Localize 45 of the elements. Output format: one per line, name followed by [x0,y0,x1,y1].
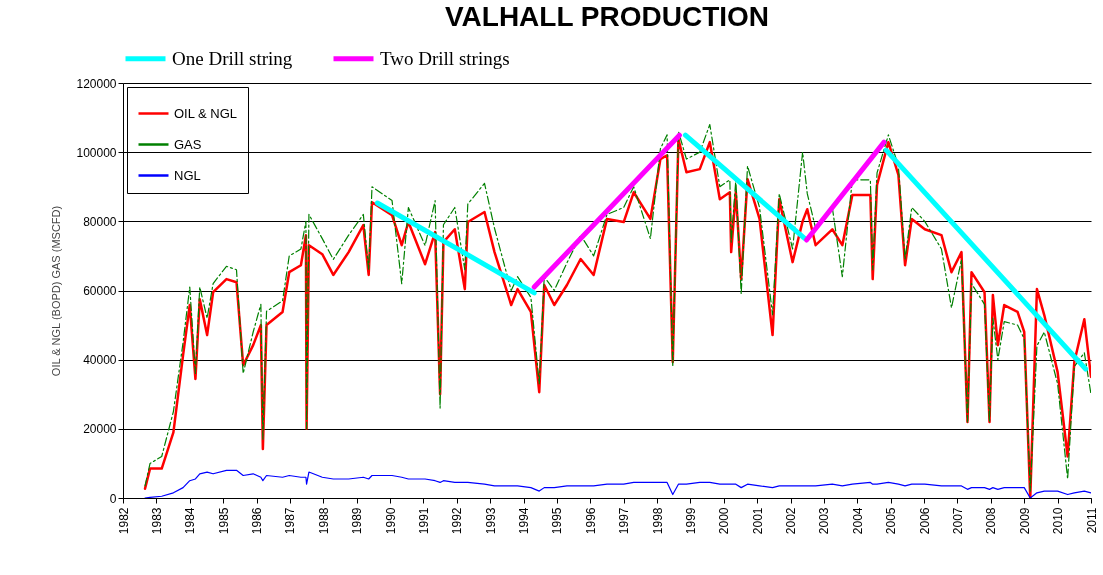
x-tick-label: 1986 [250,507,265,535]
x-tick-label: 2010 [1051,507,1066,535]
x-tick-label: 2005 [884,507,899,535]
x-tick-label: 2001 [750,507,765,535]
x-tick-label: 2003 [817,507,832,535]
legend-label: GAS [174,136,202,152]
x-tick-label: 1994 [517,507,532,535]
x-tick-label: 1989 [350,507,365,535]
x-tick-label: 1996 [583,507,598,535]
line-series [144,469,1091,498]
y-tick-label: 0 [109,491,117,506]
x-tick-label: 2002 [784,507,799,535]
x-tick-label: 1982 [116,507,131,535]
legend-label: NGL [174,167,201,183]
y-tick-label: 80000 [83,214,117,229]
x-tick-label: 2009 [1017,507,1032,535]
x-tick-label: 1988 [316,507,331,535]
x-tick-label: 2011 [1084,507,1099,534]
x-tick-label: 2000 [717,507,732,535]
y-tick-label: 20000 [83,422,117,437]
x-tick-label: 2007 [950,507,965,535]
x-tick-label: 1991 [416,507,431,535]
x-tick-label: 1987 [283,507,298,535]
x-tick-label: 1999 [683,507,698,535]
x-tick-label: 1997 [617,507,632,535]
y-tick-label: 120000 [76,76,117,91]
x-tick-label: 2008 [984,507,999,535]
x-tick-label: 2006 [917,507,932,535]
x-tick-label: 1993 [483,507,498,535]
y-tick-label: 40000 [83,353,117,368]
x-tick-label: 1990 [383,507,398,535]
y-tick-label: 100000 [76,145,117,160]
x-tick-label: 2004 [850,507,865,535]
y-axis-title: OIL & NGL (BOPD) GAS (MSCFD) [50,205,63,377]
x-tick-label: 1992 [450,507,465,535]
y-tick-label: 60000 [83,284,117,298]
x-tick-label: 1984 [183,507,198,535]
legend-label: Two Drill strings [380,47,510,69]
x-tick-label: 1998 [650,507,665,535]
x-tick-label: 1985 [216,507,231,535]
x-tick-label: 1995 [550,507,565,535]
legend-label: OIL & NGL [174,105,238,121]
legend-label: One Drill string [172,47,293,69]
x-tick-label: 1983 [149,507,164,535]
chart-title: VALHALL PRODUCTION [444,1,770,32]
